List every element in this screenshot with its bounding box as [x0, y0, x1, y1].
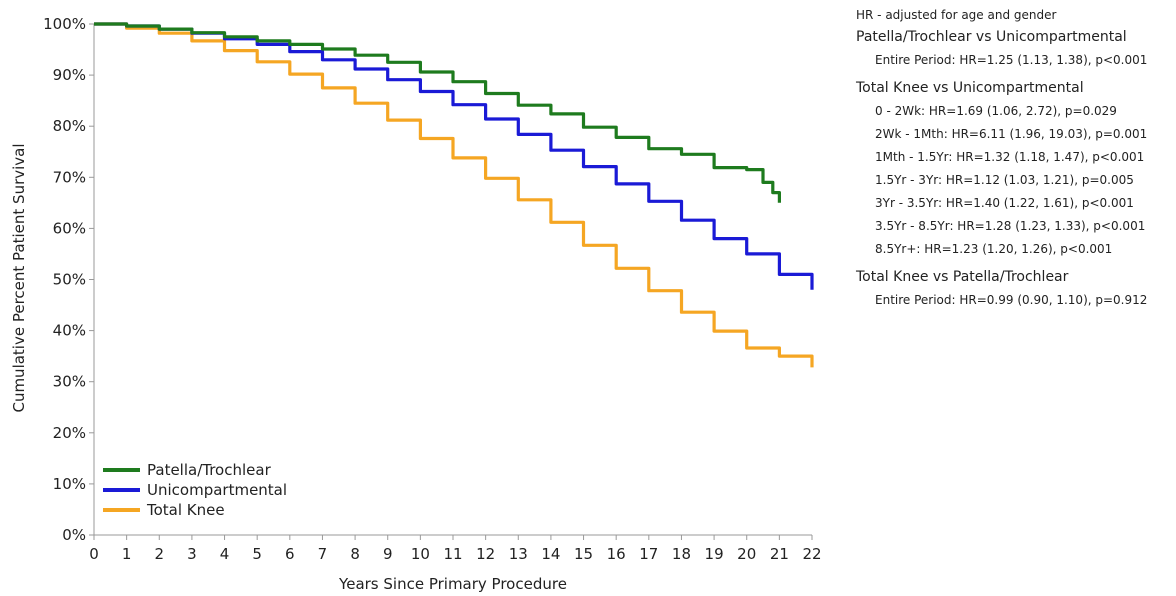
- hr-item: 3.5Yr - 8.5Yr: HR=1.28 (1.23, 1.33), p<0…: [875, 219, 1146, 233]
- hr-note: HR - adjusted for age and gender: [856, 8, 1057, 22]
- hr-item: 3Yr - 3.5Yr: HR=1.40 (1.22, 1.61), p<0.0…: [875, 196, 1134, 210]
- x-tick-label: 1: [122, 545, 132, 563]
- x-tick-label: 7: [318, 545, 328, 563]
- hr-item: 1.5Yr - 3Yr: HR=1.12 (1.03, 1.21), p=0.0…: [875, 173, 1134, 187]
- hr-item: 8.5Yr+: HR=1.23 (1.20, 1.26), p<0.001: [875, 242, 1113, 256]
- legend-label: Unicompartmental: [147, 481, 287, 499]
- x-tick-label: 9: [383, 545, 393, 563]
- x-tick-label: 19: [705, 545, 724, 563]
- x-tick-label: 10: [411, 545, 430, 563]
- x-tick-label: 12: [476, 545, 495, 563]
- y-tick-label: 80%: [53, 117, 86, 135]
- axes: 0 1 2 3 4 5 6 7 8 9 10 11 12 13 14 15 16 17 18 19 20 21 220%10…: [43, 15, 821, 563]
- hr-group-tka-vs-uni: Total Knee vs Unicompartmental 0 - 2Wk: …: [856, 80, 1174, 256]
- legend-label: Total Knee: [146, 501, 225, 519]
- y-tick-label: 90%: [53, 66, 86, 84]
- x-tick-label: 17: [639, 545, 658, 563]
- y-tick-label: 40%: [53, 322, 86, 340]
- x-tick-label: 16: [607, 545, 626, 563]
- x-tick-label: 15: [574, 545, 593, 563]
- x-tick-label: 18: [672, 545, 691, 563]
- x-tick-label: 22: [802, 545, 821, 563]
- legend: Patella/Trochlear Unicompartmental Total K…: [103, 461, 287, 519]
- y-tick-label: 100%: [43, 15, 86, 33]
- hr-group-tka-vs-patella: Total Knee vs Patella/Trochlear Entire P…: [856, 269, 1174, 307]
- series-line-patella-trochlear: [94, 22, 781, 203]
- hr-group-patella-vs-uni: Patella/Trochlear vs Unicompartmental En…: [856, 29, 1174, 67]
- x-tick-label: 0: [89, 545, 99, 563]
- x-tick-label: 2: [154, 545, 164, 563]
- series-line-total-knee: [94, 22, 814, 368]
- x-tick-label: 14: [541, 545, 560, 563]
- hr-group-heading: Total Knee vs Patella/Trochlear: [856, 269, 1069, 285]
- x-tick-label: 11: [443, 545, 462, 563]
- x-tick-label: 5: [252, 545, 262, 563]
- hr-item: Entire Period: HR=0.99 (0.90, 1.10), p=0…: [875, 293, 1148, 307]
- y-tick-label: 20%: [53, 424, 86, 442]
- x-tick-label: 6: [285, 545, 295, 563]
- y-tick-label: 30%: [53, 373, 86, 391]
- y-tick-label: 0%: [62, 526, 86, 544]
- x-tick-label: 20: [737, 545, 756, 563]
- x-tick-label: 4: [220, 545, 230, 563]
- y-tick-label: 10%: [53, 475, 86, 493]
- hr-item: 2Wk - 1Mth: HR=6.11 (1.96, 19.03), p=0.0…: [875, 127, 1148, 141]
- x-tick-label: 8: [350, 545, 360, 563]
- x-tick-label: 13: [509, 545, 528, 563]
- y-tick-label: 50%: [53, 271, 86, 289]
- legend-label: Patella/Trochlear: [147, 461, 272, 479]
- y-tick-label: 70%: [53, 168, 86, 186]
- series-layer: [94, 22, 814, 368]
- hazard-ratio-panel: HR - adjusted for age and gender Patella…: [856, 8, 1174, 320]
- y-axis-title: Cumulative Percent Patient Survival: [10, 143, 28, 412]
- hr-item: 0 - 2Wk: HR=1.69 (1.06, 2.72), p=0.029: [875, 104, 1117, 118]
- hr-item: 1Mth - 1.5Yr: HR=1.32 (1.18, 1.47), p<0.…: [875, 150, 1145, 164]
- x-tick-label: 3: [187, 545, 197, 563]
- hr-group-heading: Total Knee vs Unicompartmental: [856, 80, 1084, 96]
- survival-chart: 0 1 2 3 4 5 6 7 8 9 10 11 12 13 14 15 16 17 18 19 20 21 220%10…: [10, 15, 822, 593]
- hr-item: Entire Period: HR=1.25 (1.13, 1.38), p<0…: [875, 53, 1148, 67]
- y-tick-label: 60%: [53, 219, 86, 237]
- hr-group-heading: Patella/Trochlear vs Unicompartmental: [856, 29, 1127, 45]
- x-tick-label: 21: [770, 545, 789, 563]
- x-axis-title: Years Since Primary Procedure: [338, 575, 567, 593]
